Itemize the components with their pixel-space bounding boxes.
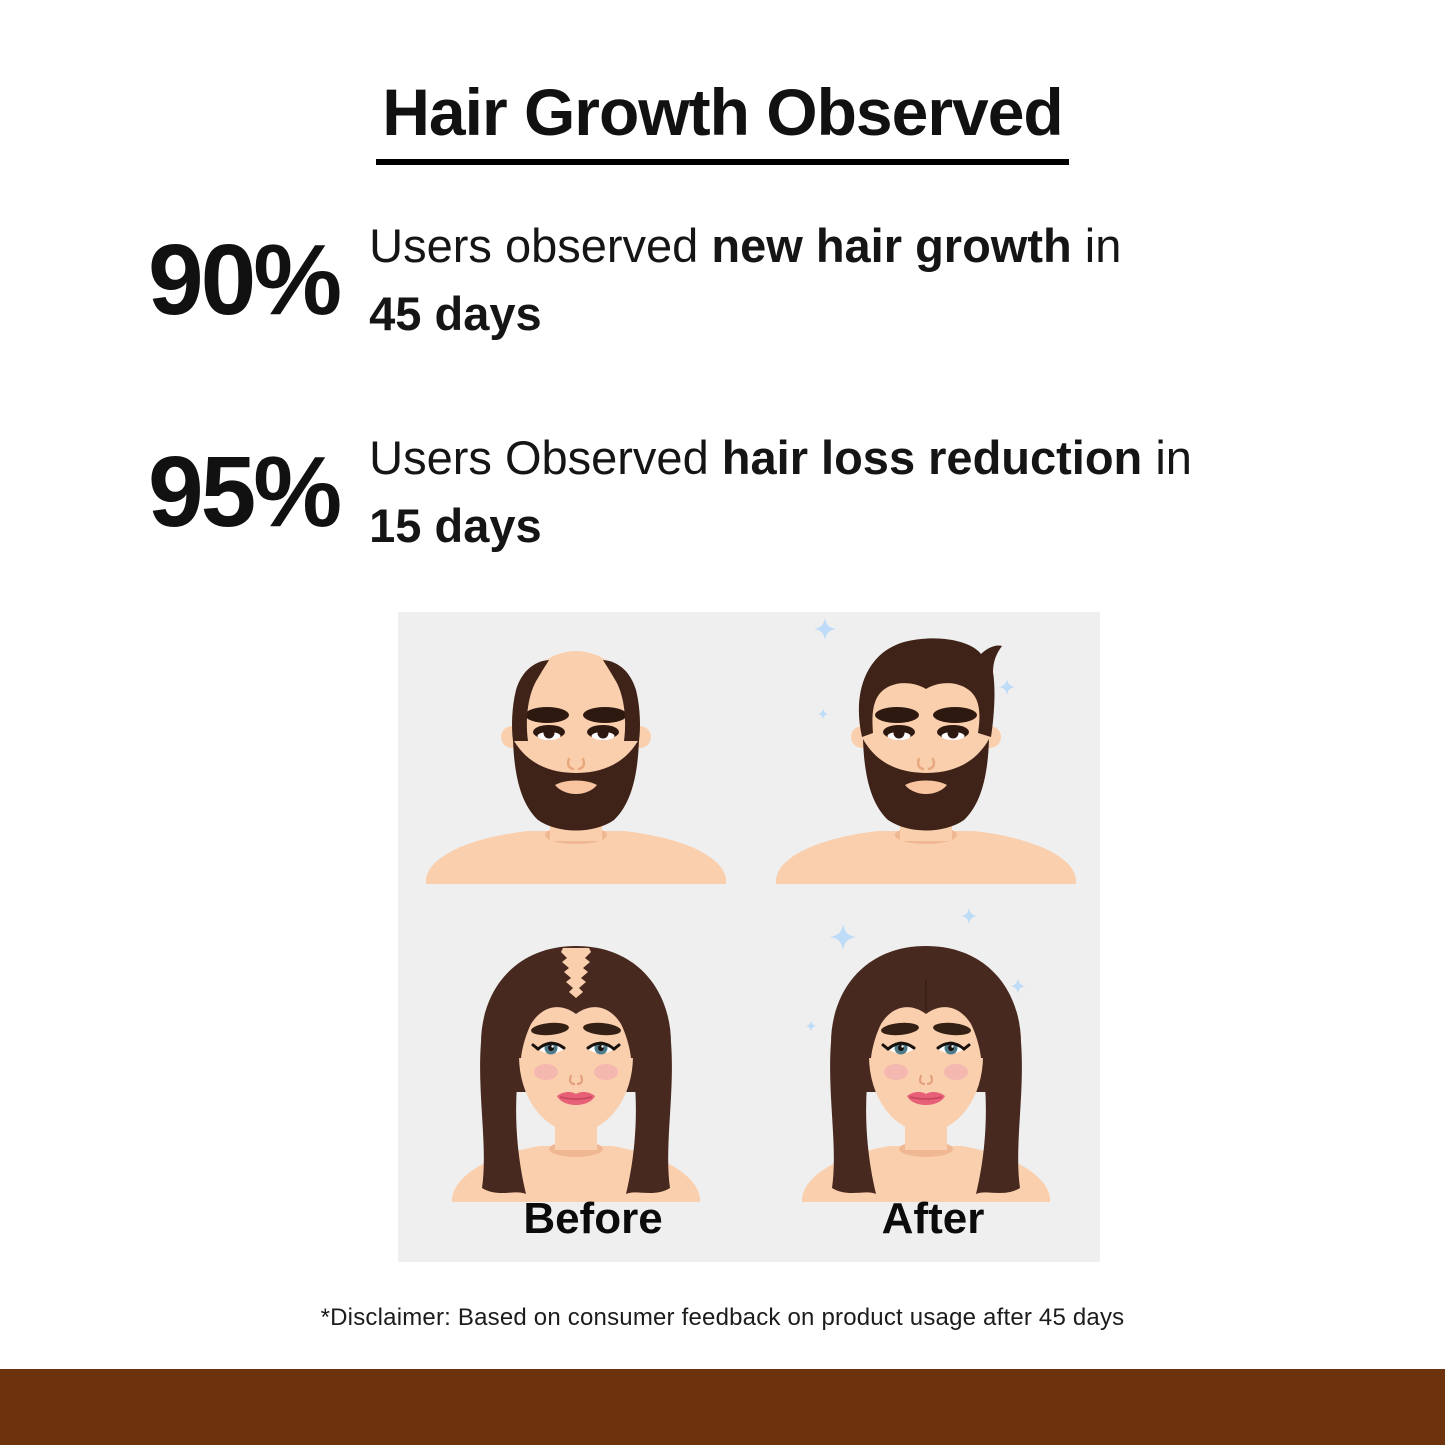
before-after-illustration — [424, 618, 1078, 1204]
stat-text-highlight: new hair growth — [711, 219, 1072, 272]
stat-new-hair-growth: 90% Users observed new hair growth in 45… — [148, 212, 1121, 348]
sparkle-icon — [830, 924, 856, 950]
stat-text-90: Users observed new hair growth in 45 day… — [369, 212, 1121, 348]
woman-after-illustration — [800, 944, 1052, 1204]
sparkle-icon — [999, 679, 1015, 695]
stat-text-highlight: hair loss reduction — [721, 431, 1143, 484]
sparkle-icon — [805, 1020, 817, 1032]
stat-hair-loss-reduction: 95% Users Observed hair loss reduction i… — [148, 424, 1192, 560]
after-label: After — [881, 1194, 985, 1243]
man-after-illustration — [774, 638, 1078, 886]
before-label: Before — [523, 1194, 663, 1243]
before-after-panel: Before After — [398, 612, 1100, 1262]
woman-before-illustration — [450, 944, 702, 1204]
stat-value-90: 90% — [148, 224, 342, 337]
stat-text-prefix: Users Observed — [369, 431, 722, 484]
man-before-illustration — [424, 649, 728, 886]
stat-text-95: Users Observed hair loss reduction in 15… — [369, 424, 1192, 560]
stat-duration: 15 days — [369, 499, 542, 553]
title-wrap: Hair Growth Observed — [0, 74, 1445, 165]
sparkle-icon — [814, 618, 836, 640]
stat-value-95: 95% — [148, 436, 342, 549]
stat-duration: 45 days — [369, 287, 542, 341]
disclaimer-text: *Disclaimer: Based on consumer feedback … — [320, 1304, 1125, 1331]
page-title: Hair Growth Observed — [376, 74, 1069, 165]
sparkle-icon — [817, 708, 829, 720]
footer-bar — [0, 1369, 1445, 1445]
sparkle-icon — [1010, 978, 1026, 994]
stat-text-suffix: in — [1142, 431, 1192, 484]
stat-text-suffix: in — [1071, 219, 1122, 272]
sparkle-icon — [961, 908, 977, 924]
stat-text-prefix: Users observed — [369, 219, 712, 272]
